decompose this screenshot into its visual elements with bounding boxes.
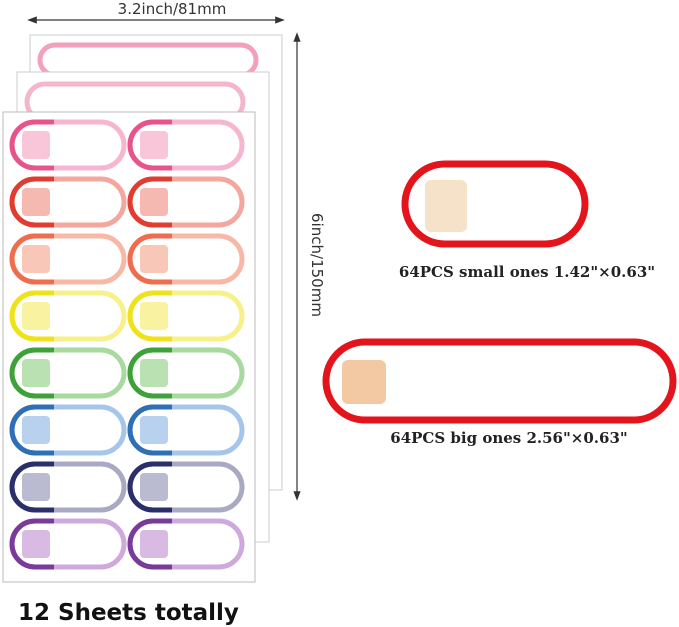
footer: 12 Sheets totally [18, 600, 239, 626]
icon [22, 302, 50, 330]
label [37, 42, 259, 78]
label-grid [9, 119, 245, 570]
icon [140, 245, 168, 273]
label-accent [9, 404, 54, 456]
label-accent [127, 233, 172, 285]
icon [425, 180, 467, 232]
icon [140, 359, 168, 387]
icon [140, 530, 168, 558]
height-label: 6inch/150mm [308, 213, 326, 317]
label-accent [9, 233, 54, 285]
icon [342, 360, 386, 404]
label-accent [127, 404, 172, 456]
icon [140, 188, 168, 216]
icon [22, 359, 50, 387]
icon [22, 473, 50, 501]
label-accent [127, 290, 172, 342]
label-accent [127, 518, 172, 570]
label-accent [9, 119, 54, 171]
label-accent [127, 461, 172, 513]
big-label [322, 338, 677, 424]
label-accent [9, 290, 54, 342]
width-label: 3.2inch/81mm [118, 0, 227, 18]
label-accent [9, 347, 54, 399]
icon [22, 416, 50, 444]
icon [140, 416, 168, 444]
icon [22, 530, 50, 558]
icon [22, 131, 50, 159]
icon [22, 188, 50, 216]
icon [140, 131, 168, 159]
label-accent [127, 176, 172, 228]
icon [22, 245, 50, 273]
label-accent [127, 119, 172, 171]
label-accent [9, 176, 54, 228]
caption: 64PCS small ones 1.42"×0.63" [399, 263, 655, 281]
icon [140, 302, 168, 330]
icon [140, 473, 168, 501]
label-accent [9, 518, 54, 570]
label-accent [9, 461, 54, 513]
label-accent [127, 347, 172, 399]
caption: 64PCS big ones 2.56"×0.63" [390, 429, 627, 447]
